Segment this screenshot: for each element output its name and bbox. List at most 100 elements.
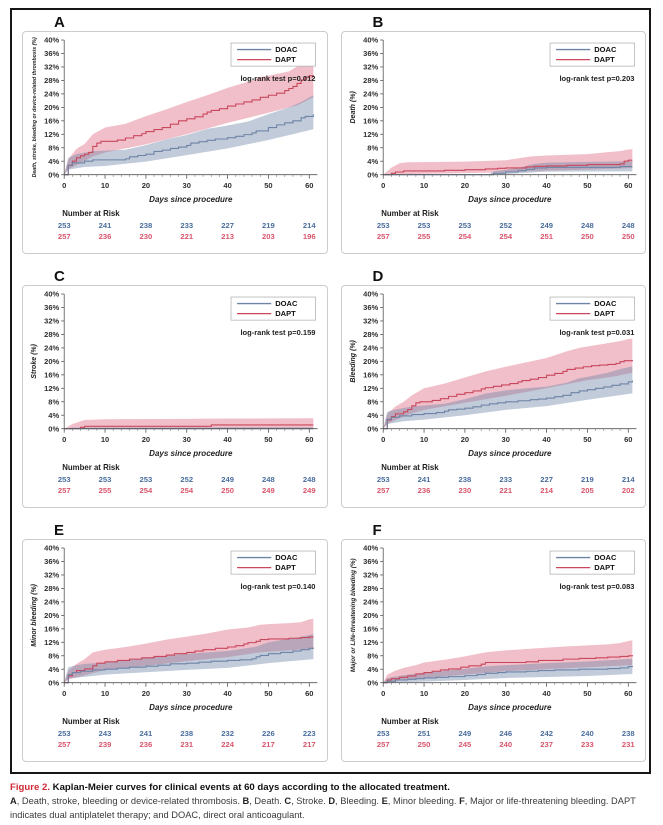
x-tick-label: 50: [264, 181, 272, 190]
risk-count-dapt: 237: [540, 740, 553, 749]
y-tick-label: 36%: [363, 303, 378, 312]
x-tick-label: 50: [583, 689, 591, 698]
y-tick-label: 32%: [363, 63, 378, 72]
y-tick-label: 24%: [44, 90, 59, 99]
y-tick-label: 28%: [363, 584, 378, 593]
number-at-risk-header: Number at Risk: [62, 463, 120, 472]
risk-count-dapt: 202: [621, 486, 634, 495]
logrank-pvalue: log-rank test p=0.159: [240, 328, 315, 337]
legend-dapt-label: DAPT: [594, 55, 615, 64]
panel-box-d: 0% 4% 8% 12% 16% 20% 24% 28% 32% 36% 40% 0 10 20 30 40 5…: [340, 285, 646, 509]
legend-dapt-label: DAPT: [275, 563, 296, 572]
risk-count-doac: 248: [621, 221, 634, 230]
y-tick-label: 28%: [363, 76, 378, 85]
risk-count-doac: 252: [499, 221, 512, 230]
risk-count-dapt: 254: [140, 486, 153, 495]
y-tick-label: 36%: [363, 49, 378, 58]
doac-km-line: [64, 114, 314, 176]
risk-count-dapt: 254: [499, 232, 512, 241]
risk-count-dapt: 236: [99, 232, 112, 241]
risk-count-doac: 226: [262, 729, 275, 738]
y-tick-label: 8%: [367, 651, 378, 660]
number-at-risk-header: Number at Risk: [381, 209, 439, 218]
x-tick-label: 20: [460, 689, 468, 698]
x-tick-label: 30: [501, 689, 509, 698]
y-axis-title: Death (%): [350, 91, 357, 124]
logrank-pvalue: log-rank test p=0.140: [240, 582, 315, 591]
y-tick-label: 24%: [44, 598, 59, 607]
x-tick-label: 20: [142, 181, 150, 190]
dapt-confidence-band: [382, 149, 632, 175]
x-tick-label: 20: [142, 435, 150, 444]
risk-count-dapt: 221: [180, 232, 193, 241]
caption-title: Kaplan-Meier curves for clinical events …: [52, 782, 450, 793]
x-tick-label: 20: [460, 435, 468, 444]
risk-count-doac: 253: [58, 729, 71, 738]
y-axis-title: Major or Life-threatening bleeding (%): [350, 558, 357, 672]
risk-count-doac: 253: [417, 221, 430, 230]
risk-count-dapt: 257: [376, 232, 389, 241]
y-tick-label: 16%: [363, 624, 378, 633]
risk-count-dapt: 231: [621, 740, 634, 749]
risk-count-doac: 242: [540, 729, 553, 738]
risk-count-doac: 253: [140, 475, 153, 484]
legend-dapt-label: DAPT: [594, 309, 615, 318]
risk-count-doac: 249: [221, 475, 234, 484]
x-tick-label: 30: [183, 181, 191, 190]
x-tick-label: 60: [624, 181, 632, 190]
y-tick-label: 20%: [363, 103, 378, 112]
y-tick-label: 16%: [44, 370, 59, 379]
y-tick-label: 36%: [44, 303, 59, 312]
y-tick-label: 8%: [48, 651, 59, 660]
risk-count-doac: 248: [262, 475, 275, 484]
risk-count-dapt: 254: [180, 486, 193, 495]
y-tick-label: 4%: [48, 157, 59, 166]
y-tick-label: 16%: [363, 370, 378, 379]
risk-count-dapt: 251: [540, 232, 553, 241]
x-axis-title: Days since procedure: [149, 703, 233, 712]
dapt-km-line: [64, 636, 314, 684]
risk-count-dapt: 217: [262, 740, 275, 749]
x-tick-label: 40: [542, 689, 550, 698]
y-tick-label: 24%: [363, 90, 378, 99]
y-tick-label: 4%: [367, 411, 378, 420]
risk-count-dapt: 196: [303, 232, 316, 241]
logrank-pvalue: log-rank test p=0.031: [559, 328, 634, 337]
legend-doac-label: DOAC: [594, 299, 617, 308]
x-tick-label: 0: [62, 181, 66, 190]
x-tick-label: 40: [223, 689, 231, 698]
y-tick-label: 0%: [48, 424, 59, 433]
y-tick-label: 0%: [367, 678, 378, 687]
number-at-risk-header: Number at Risk: [381, 463, 439, 472]
x-axis-title: Days since procedure: [149, 195, 233, 204]
x-tick-label: 40: [542, 435, 550, 444]
panel-b: B 0% 4% 8% 12% 16% 20% 24% 28% 32% 36% 40% 0 10 20 30 40…: [331, 10, 650, 264]
doac-confidence-band: [382, 161, 632, 175]
risk-count-doac: 248: [581, 221, 594, 230]
logrank-pvalue: log-rank test p=0.083: [559, 582, 634, 591]
logrank-pvalue: log-rank test p=0.203: [559, 74, 634, 83]
y-tick-label: 16%: [363, 116, 378, 125]
risk-count-dapt: 249: [303, 486, 316, 495]
risk-count-dapt: 239: [99, 740, 112, 749]
risk-count-dapt: 230: [140, 232, 153, 241]
x-tick-label: 60: [624, 689, 632, 698]
doac-km-line: [64, 647, 314, 684]
y-tick-label: 28%: [44, 76, 59, 85]
y-tick-label: 24%: [363, 598, 378, 607]
y-tick-label: 36%: [44, 49, 59, 58]
number-at-risk-header: Number at Risk: [62, 209, 120, 218]
x-tick-label: 50: [583, 435, 591, 444]
y-tick-label: 12%: [44, 384, 59, 393]
figure-frame: A 0% 4% 8% 12% 16% 20% 24% 28% 32% 36% 40% 0 10 20 30 40…: [10, 8, 651, 774]
doac-confidence-band: [64, 95, 314, 175]
x-tick-label: 60: [305, 689, 313, 698]
risk-count-dapt: 236: [417, 486, 430, 495]
y-tick-label: 20%: [363, 611, 378, 620]
y-tick-label: 20%: [44, 103, 59, 112]
doac-confidence-band: [382, 658, 632, 683]
y-tick-label: 40%: [363, 36, 378, 45]
x-tick-label: 0: [62, 689, 66, 698]
panels-grid: A 0% 4% 8% 12% 16% 20% 24% 28% 32% 36% 40% 0 10 20 30 40…: [12, 10, 649, 772]
risk-count-doac: 246: [499, 729, 512, 738]
